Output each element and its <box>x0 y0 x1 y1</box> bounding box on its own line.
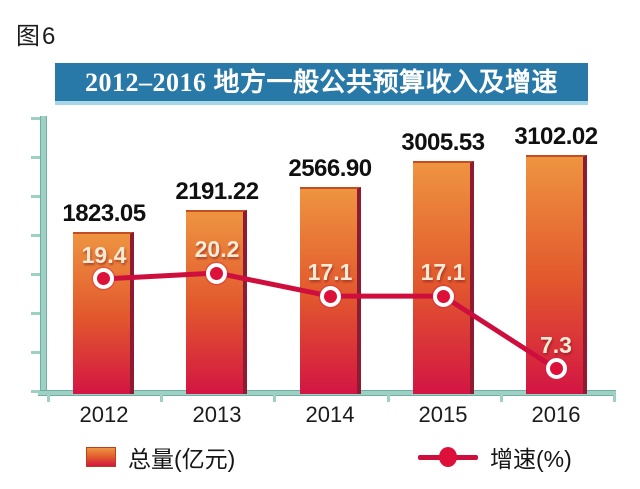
x-axis-tick <box>500 394 503 402</box>
bar-value-label: 3005.53 <box>401 129 485 156</box>
x-axis-year-label: 2012 <box>79 402 129 427</box>
y-axis-tick <box>31 312 40 315</box>
y-axis-tick <box>31 156 40 159</box>
legend-label-total: 总量(亿元) <box>128 446 236 472</box>
bar-value-label: 2566.90 <box>288 155 372 182</box>
x-axis-tick <box>47 394 50 402</box>
title-underline <box>55 101 588 105</box>
y-axis <box>40 116 47 394</box>
line-marker-icon <box>439 447 457 467</box>
x-axis-tick <box>613 394 616 402</box>
growth-value-label: 20.2 <box>194 236 240 262</box>
bar-value-label: 3102.02 <box>514 123 598 150</box>
figure-label: 图6 <box>16 23 58 50</box>
line-marker <box>93 268 114 289</box>
y-axis-tick <box>31 195 40 198</box>
legend-item-growth: 增速(%) <box>418 440 572 474</box>
bar-swatch-icon <box>86 447 116 467</box>
x-axis-tick <box>160 394 163 402</box>
y-axis-tick <box>31 273 40 276</box>
bar-value-label: 2191.22 <box>175 178 259 205</box>
bar-value-label: 1823.05 <box>62 200 146 227</box>
line-marker <box>433 286 454 307</box>
growth-value-label: 7.3 <box>540 332 572 358</box>
legend-label-growth: 增速(%) <box>490 446 572 472</box>
growth-value-label: 17.1 <box>420 259 466 285</box>
x-axis-year-label: 2014 <box>305 402 355 427</box>
legend-item-total: 总量(亿元) <box>86 440 235 474</box>
chart-title-bar: 2012–2016 地方一般公共预算收入及增速 <box>55 63 588 101</box>
line-marker <box>320 286 341 307</box>
y-axis-tick <box>31 351 40 354</box>
x-axis-year-label: 2013 <box>192 402 242 427</box>
x-axis-tick <box>387 394 390 402</box>
x-axis-year-label: 2016 <box>531 402 581 427</box>
growth-value-label: 19.4 <box>81 242 127 268</box>
x-axis-year-label: 2015 <box>418 402 468 427</box>
y-axis-tick <box>31 117 40 120</box>
growth-value-label: 17.1 <box>307 259 353 285</box>
line-marker <box>546 358 567 379</box>
x-axis-tick <box>273 394 276 402</box>
line-dot-swatch-icon <box>418 447 478 467</box>
y-axis-tick <box>31 234 40 237</box>
chart-title: 2012–2016 地方一般公共预算收入及增速 <box>84 68 558 97</box>
y-axis-tick <box>31 390 40 393</box>
line-marker <box>206 263 227 284</box>
